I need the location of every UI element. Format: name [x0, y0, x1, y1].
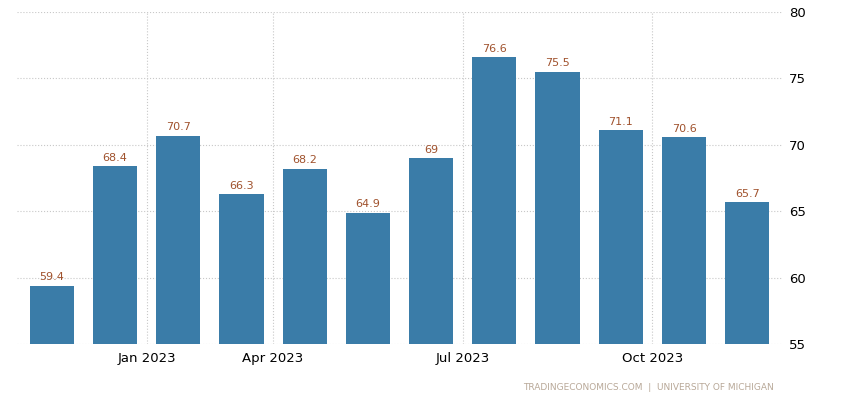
Bar [409, 158, 453, 400]
Text: 71.1: 71.1 [609, 117, 633, 127]
Bar [536, 72, 580, 400]
Text: 70.6: 70.6 [672, 124, 696, 134]
Text: 64.9: 64.9 [355, 199, 380, 209]
Bar [282, 169, 326, 400]
Bar [725, 202, 769, 400]
Bar [346, 212, 390, 400]
Bar [93, 166, 137, 400]
Text: TRADINGECONOMICS.COM  |  UNIVERSITY OF MICHIGAN: TRADINGECONOMICS.COM | UNIVERSITY OF MIC… [523, 383, 774, 392]
Bar [473, 57, 517, 400]
Text: 65.7: 65.7 [735, 188, 760, 198]
Bar [219, 194, 264, 400]
Bar [156, 136, 201, 400]
Bar [662, 137, 706, 400]
Text: 68.2: 68.2 [292, 155, 317, 165]
Bar [30, 286, 74, 400]
Text: 66.3: 66.3 [230, 181, 254, 191]
Text: 59.4: 59.4 [39, 272, 65, 282]
Text: 75.5: 75.5 [545, 58, 570, 68]
Text: 68.4: 68.4 [103, 153, 128, 163]
Text: 76.6: 76.6 [482, 44, 507, 54]
Text: 70.7: 70.7 [166, 122, 190, 132]
Bar [598, 130, 643, 400]
Text: 69: 69 [424, 145, 438, 155]
